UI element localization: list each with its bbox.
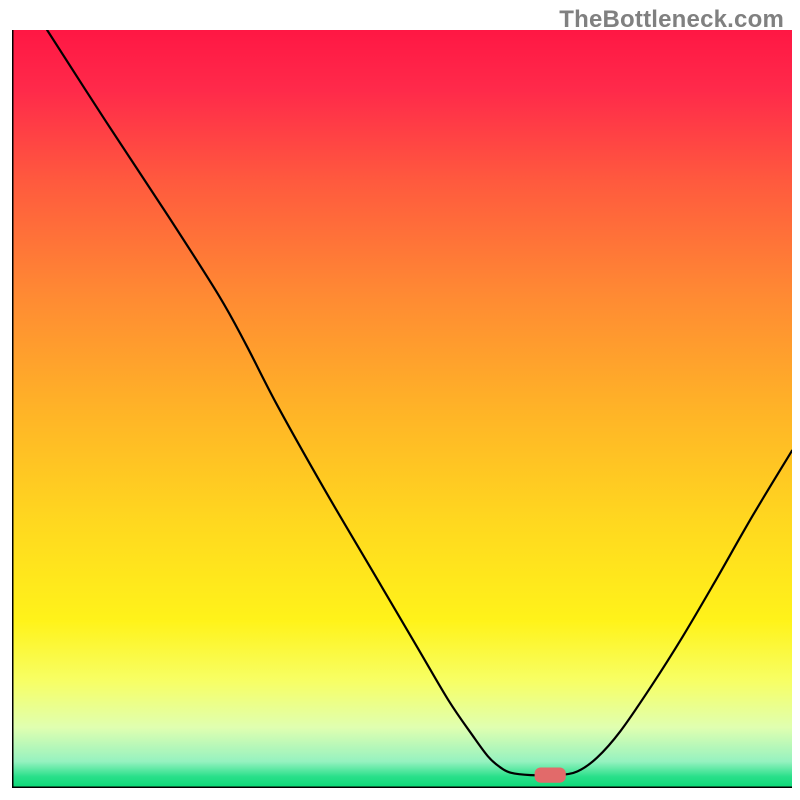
- chart-svg: [12, 30, 792, 788]
- chart-background: [12, 30, 792, 788]
- watermark-text: TheBottleneck.com: [559, 6, 784, 34]
- bottleneck-curve-chart: [12, 30, 792, 788]
- optimum-marker: [535, 768, 566, 783]
